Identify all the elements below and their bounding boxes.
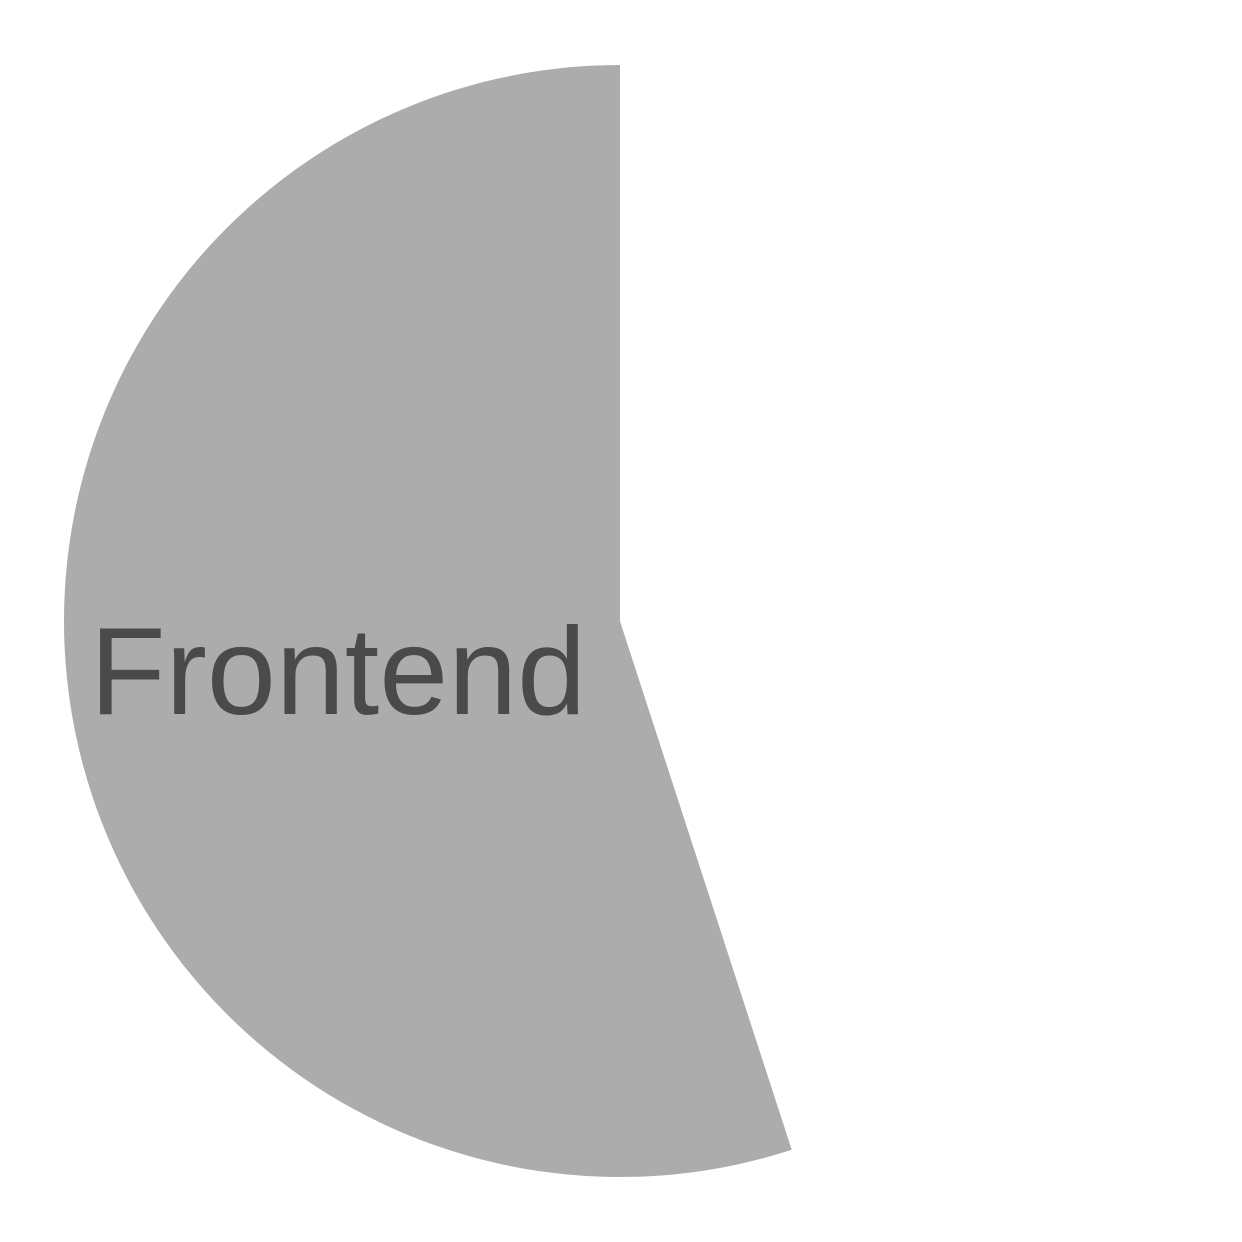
pie-slices	[64, 65, 1176, 1178]
pie-slice-frontend	[64, 65, 792, 1178]
pie-slice-other	[620, 65, 1176, 1150]
pie-labels: Frontend	[90, 603, 586, 741]
pie-slice-label: Frontend	[90, 603, 586, 741]
